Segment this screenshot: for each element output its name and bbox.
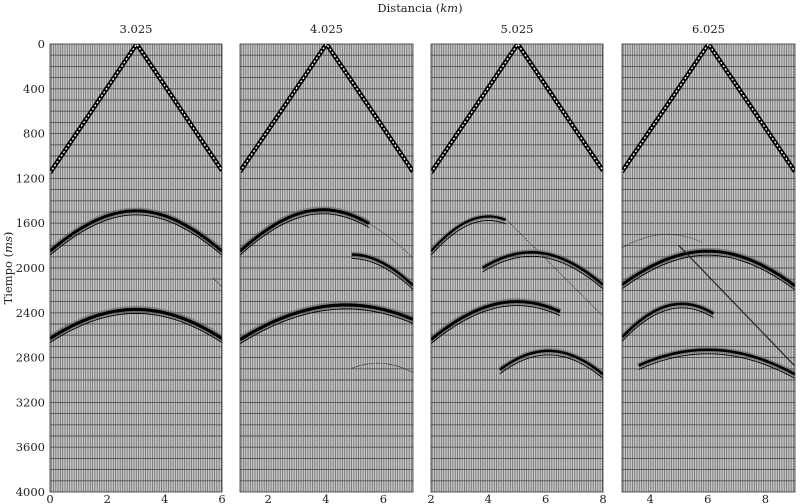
reflection-event-sidelobe: [622, 307, 714, 342]
reflection-event: [622, 302, 715, 339]
panel-frame: [239, 43, 414, 493]
weak-event: [505, 218, 603, 317]
y-tick-label: 2800: [16, 351, 45, 365]
x-axis-label: Distancia (km): [377, 1, 462, 15]
reflection-event: [50, 307, 222, 340]
panel-4: 6.025 4 6 8: [621, 22, 796, 504]
reflection-event: [50, 209, 222, 253]
events: [431, 44, 603, 379]
reflection-event-sidelobe: [482, 255, 603, 290]
y-tick-label: 1600: [16, 216, 45, 230]
x-tick-label: 6: [542, 492, 549, 504]
x-tick-label: 2: [104, 492, 111, 504]
y-tick-label: 2000: [16, 261, 45, 275]
reflection-event: [481, 251, 603, 286]
events: [622, 44, 795, 379]
reflection-event-sidelobe: [50, 312, 222, 343]
events: [240, 44, 413, 373]
reflection-event-sidelobe: [499, 354, 603, 379]
reflection-event: [431, 215, 506, 252]
weak-event: [678, 245, 795, 366]
reflection-event-sidelobe: [240, 213, 370, 256]
weak-event: [213, 277, 222, 288]
y-tick-label: 2400: [16, 306, 45, 320]
x-tick-label: 2: [427, 492, 434, 504]
y-tick-label: 400: [23, 82, 45, 96]
x-tick-label: 4: [161, 492, 168, 504]
x-tick-label: 4: [646, 492, 653, 504]
time-grid: [622, 54, 795, 482]
reflection-event-sidelobe: [431, 305, 561, 345]
y-tick-label: 0: [38, 37, 45, 51]
x-tick-label: 2: [264, 492, 271, 504]
panel-frame: [430, 43, 604, 493]
y-axis-label: Tiempo (ms): [1, 232, 15, 305]
panel-frame: [621, 43, 796, 493]
x-tick-label: 8: [599, 492, 606, 504]
y-tick-label: 4000: [16, 485, 45, 499]
direct-wave-highlight: [240, 44, 413, 173]
reflection-event: [240, 303, 413, 342]
reflection-event-sidelobe: [240, 308, 413, 345]
time-grid: [431, 54, 603, 482]
reflection-event: [638, 348, 795, 376]
x-tick-label: 0: [46, 492, 53, 504]
reflection-event-sidelobe: [431, 220, 506, 256]
reflection-event: [240, 208, 370, 253]
direct-wave-highlight: [622, 44, 795, 173]
x-tick-label: 4: [322, 492, 329, 504]
reflection-event-sidelobe: [622, 254, 795, 291]
panel-title: 6.025: [692, 22, 725, 36]
reflection-event-sidelobe: [50, 214, 222, 256]
reflection-event: [431, 300, 561, 341]
weak-event: [351, 362, 413, 373]
reflection-event-sidelobe: [351, 258, 413, 290]
panel-3: 5.025 2 4 6 8: [427, 22, 606, 504]
x-tick-label: 4: [485, 492, 492, 504]
panel-title: 3.025: [120, 22, 153, 36]
weak-event: [368, 223, 413, 259]
reflection-event: [622, 249, 795, 288]
y-tick-label: 3200: [16, 395, 45, 409]
events: [50, 44, 222, 343]
direct-wave-highlight: [431, 44, 603, 174]
y-tick-label: 3600: [16, 440, 45, 454]
panel-frame: [49, 43, 223, 493]
panel-2: 4.025 2 4 6: [239, 22, 414, 504]
x-tick-label: 6: [218, 492, 225, 504]
panel-title: 4.025: [310, 22, 343, 36]
direct-wave-highlight: [50, 44, 222, 174]
x-tick-label: 6: [704, 492, 711, 504]
y-tick-label: 800: [23, 127, 45, 141]
weak-event: [622, 234, 703, 249]
time-grid: [240, 54, 413, 482]
x-tick-label: 6: [380, 492, 387, 504]
reflection-event: [351, 253, 413, 287]
panel-1: 3.025 0 2 4 6: [46, 22, 225, 504]
x-tick-label: 8: [762, 492, 769, 504]
reflection-event-sidelobe: [638, 353, 795, 379]
panel-title: 5.025: [501, 22, 534, 36]
y-tick-label: 1200: [16, 171, 45, 185]
reflection-event: [499, 349, 603, 376]
